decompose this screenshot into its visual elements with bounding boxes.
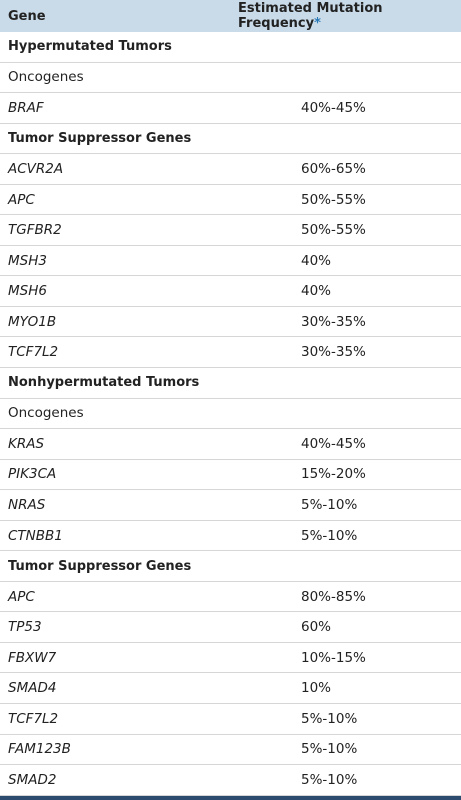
mutation-frequency: 10%-15% — [301, 649, 366, 666]
table-row: FBXW7 10%-15% — [0, 643, 461, 674]
mutation-frequency: 5%-10% — [301, 771, 358, 788]
table-row: SMAD2 5%-10% — [0, 765, 461, 796]
gene-name: BRAF — [8, 99, 44, 116]
table-row: NRAS 5%-10% — [0, 490, 461, 521]
table-row: PIK3CA 15%-20% — [0, 460, 461, 491]
gene-name: ACVR2A — [8, 160, 64, 177]
gene-name: SMAD4 — [8, 680, 57, 697]
footnote-mark: * — [314, 16, 321, 31]
table-row: SMAD4 10% — [0, 673, 461, 705]
group-label: Oncogenes — [8, 405, 84, 422]
section-label: Nonhypermutated Tumors — [8, 375, 200, 391]
mutation-frequency: 60% — [301, 619, 332, 636]
gene-name: TCF7L2 — [8, 710, 59, 727]
table-row: MSH3 40% — [0, 246, 461, 277]
mutation-frequency: 5%-10% — [301, 496, 358, 513]
table-row: Tumor Suppressor Genes — [0, 124, 461, 155]
gene-name: MSH6 — [8, 283, 47, 300]
gene-name: SMAD2 — [8, 771, 57, 788]
section-label: Tumor Suppressor Genes — [8, 558, 192, 574]
header-frequency-cell: Estimated Mutation Frequency* — [230, 1, 461, 31]
gene-name: CTNBB1 — [8, 527, 63, 544]
table-row: TP53 60% — [0, 612, 461, 643]
table-row: MSH6 40% — [0, 276, 461, 307]
gene-name: TCF7L2 — [8, 344, 59, 361]
table-body: Hypermutated Tumors Oncogenes BRAF 40%-45% T… — [0, 32, 461, 796]
gene-name: TGFBR2 — [8, 222, 62, 239]
mutation-frequency: 15%-20% — [301, 466, 366, 483]
mutation-frequency: 30%-35% — [301, 313, 366, 330]
table-row: APC 50%-55% — [0, 185, 461, 216]
table-row: KRAS 40%-45% — [0, 429, 461, 460]
section-label: Tumor Suppressor Genes — [8, 130, 192, 146]
table-row: Oncogenes — [0, 63, 461, 94]
header-frequency: Estimated Mutation Frequency — [238, 1, 383, 31]
gene-name: PIK3CA — [8, 466, 57, 483]
mutation-frequency: 50%-55% — [301, 191, 366, 208]
header-gene: Gene — [8, 8, 46, 24]
gene-name: NRAS — [8, 496, 46, 513]
table-row: MYO1B 30%-35% — [0, 307, 461, 338]
table-row: Oncogenes — [0, 399, 461, 430]
table-row: TCF7L2 5%-10% — [0, 704, 461, 735]
mutation-frequency: 40%-45% — [301, 99, 366, 116]
gene-name: MYO1B — [8, 313, 57, 330]
gene-name: TP53 — [8, 619, 42, 636]
gene-name: FAM123B — [8, 741, 71, 758]
mutation-frequency: 80%-85% — [301, 588, 366, 605]
table-row: ACVR2A 60%-65% — [0, 154, 461, 185]
gene-name: MSH3 — [8, 252, 47, 269]
header-row: Gene Estimated Mutation Frequency* — [0, 0, 461, 32]
gene-name: KRAS — [8, 435, 45, 452]
mutation-frequency: 60%-65% — [301, 160, 366, 177]
section-label: Hypermutated Tumors — [8, 39, 172, 55]
table-row: Tumor Suppressor Genes — [0, 551, 461, 582]
gene-name: FBXW7 — [8, 649, 57, 666]
table-row: BRAF 40%-45% — [0, 93, 461, 124]
table-row: APC 80%-85% — [0, 582, 461, 613]
table-row: Nonhypermutated Tumors — [0, 368, 461, 399]
group-label: Oncogenes — [8, 69, 84, 86]
table-row: FAM123B 5%-10% — [0, 735, 461, 766]
mutation-frequency: 5%-10% — [301, 710, 358, 727]
mutation-frequency: 40% — [301, 283, 332, 300]
gene-name: APC — [8, 588, 35, 605]
table-row: CTNBB1 5%-10% — [0, 521, 461, 552]
mutation-frequency: 10% — [301, 680, 332, 697]
mutation-frequency: 40%-45% — [301, 435, 366, 452]
mutation-frequency: 30%-35% — [301, 344, 366, 361]
table-row: Hypermutated Tumors — [0, 32, 461, 63]
mutation-frequency: 5%-10% — [301, 527, 358, 544]
mutation-frequency: 50%-55% — [301, 222, 366, 239]
table-row: TGFBR2 50%-55% — [0, 215, 461, 246]
mutation-frequency: 40% — [301, 252, 332, 269]
table-row: TCF7L2 30%-35% — [0, 337, 461, 369]
mutation-frequency: 5%-10% — [301, 741, 358, 758]
gene-name: APC — [8, 191, 35, 208]
